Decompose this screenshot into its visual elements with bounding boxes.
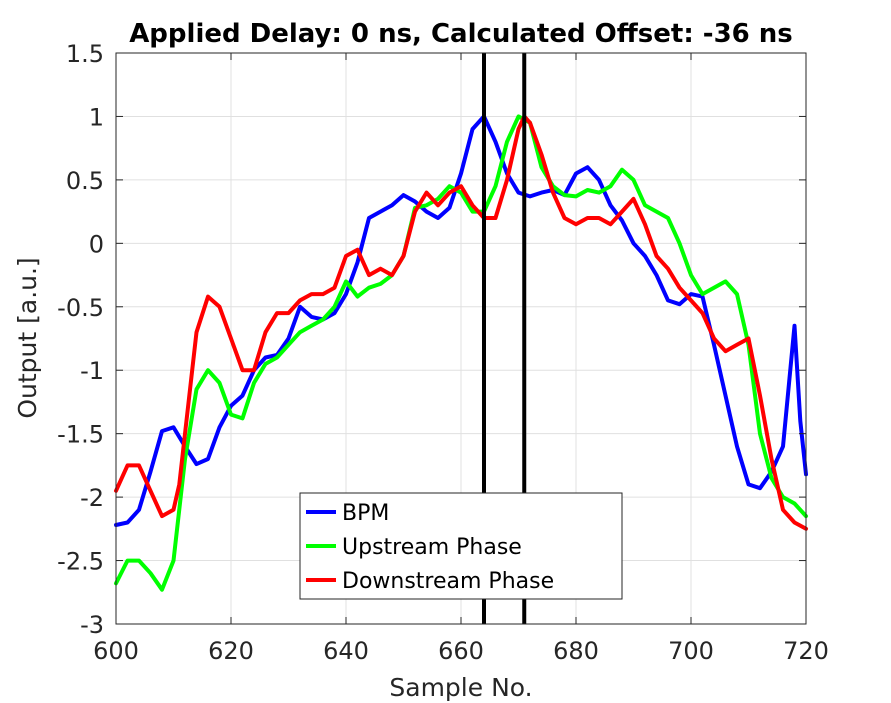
legend-label-0: BPM — [342, 501, 389, 526]
y-tick-label: -2 — [80, 484, 104, 512]
x-axis-label: Sample No. — [389, 673, 532, 702]
legend-box — [299, 492, 623, 600]
x-tick-label: 640 — [323, 637, 369, 665]
y-tick-label: 1 — [89, 103, 104, 131]
series-line-0 — [114, 114, 808, 527]
legend-label-2: Downstream Phase — [342, 569, 554, 594]
y-tick-label: -1 — [80, 357, 104, 385]
series-line-1 — [114, 114, 808, 592]
y-tick-label: -3 — [80, 611, 104, 639]
legend-label-1: Upstream Phase — [342, 535, 522, 560]
legend: BPM Upstream Phase Downstream Phase — [299, 492, 623, 600]
series-layer — [114, 114, 808, 592]
x-tick-label: 680 — [553, 637, 599, 665]
y-tick-label: 1.5 — [66, 40, 104, 68]
y-axis-label: Output [a.u.] — [13, 257, 42, 418]
chart-title: Applied Delay: 0 ns, Calculated Offset: … — [129, 19, 793, 49]
x-tick-label: 660 — [438, 637, 484, 665]
x-tick-label: 720 — [783, 637, 829, 665]
series-line-2 — [114, 114, 808, 531]
y-tick-label: -2.5 — [57, 548, 104, 576]
y-ticks: -3 -2.5 -2 -1.5 -1 -0.5 0 0.5 1 1.5 — [57, 40, 806, 639]
x-tick-label: 700 — [668, 637, 714, 665]
y-tick-label: -1.5 — [57, 421, 104, 449]
y-tick-label: -0.5 — [57, 294, 104, 322]
x-ticks: 600 620 640 660 680 700 720 — [93, 53, 829, 665]
x-tick-label: 600 — [93, 637, 139, 665]
x-tick-label: 620 — [208, 637, 254, 665]
y-tick-label: 0 — [89, 230, 104, 258]
y-tick-label: 0.5 — [66, 167, 104, 195]
